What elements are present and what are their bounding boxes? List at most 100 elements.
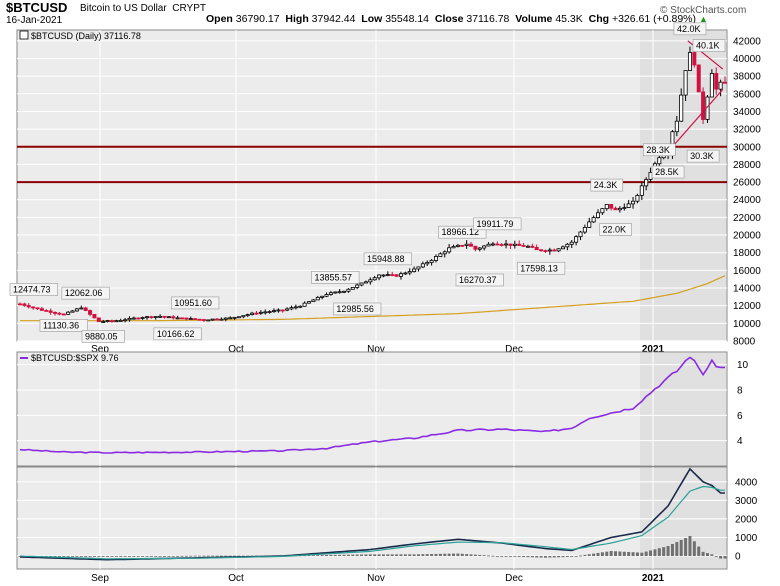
macd-histogram-bar — [176, 555, 180, 557]
candle-body — [333, 291, 338, 294]
annotation-box — [686, 149, 720, 163]
candle-body — [556, 248, 561, 252]
candle-body — [407, 271, 412, 274]
candle-body — [57, 312, 62, 315]
macd-histogram-bar — [631, 552, 635, 557]
macd-histogram-bar — [403, 554, 407, 557]
macd-histogram-bar — [110, 556, 114, 557]
candle-body — [96, 317, 101, 323]
candle-body — [438, 253, 443, 257]
macd-histogram-bar — [219, 555, 223, 557]
candle-body — [350, 286, 355, 290]
candle-body — [718, 81, 723, 90]
macd-histogram-bar — [666, 546, 670, 557]
candle-body — [219, 318, 224, 321]
trendline-lower — [672, 88, 724, 148]
candle-body — [569, 241, 574, 245]
candle-body — [201, 319, 206, 321]
candle-body — [311, 299, 316, 303]
candle-body — [385, 274, 390, 276]
macd-histogram-bar — [307, 555, 311, 557]
candle-body — [648, 172, 653, 180]
macd-histogram-bar — [75, 556, 79, 557]
price-annotation-label: 15948.88 — [367, 254, 405, 264]
price-annotation-label: 22.0K — [603, 224, 627, 234]
macd-histogram-bar — [618, 551, 622, 557]
macd-histogram-bar — [202, 555, 206, 557]
macd-histogram-bar — [679, 539, 683, 557]
ratio-panel-bg — [16, 351, 728, 467]
macd-histogram-bar — [184, 555, 188, 557]
candle-body — [210, 318, 215, 321]
candle-body — [622, 207, 627, 209]
macd-histogram-bar — [198, 555, 202, 557]
macd-histogram-bar — [653, 549, 657, 557]
symbol-description: Bitcoin to US Dollar CRYPT — [80, 3, 206, 14]
candle-body — [403, 272, 408, 275]
macd-histogram-bar — [88, 556, 92, 557]
price-annotation-label: 10951.60 — [174, 298, 212, 308]
annotation-box — [333, 302, 382, 316]
candle-body — [425, 262, 430, 265]
macd-tick-label: 1000 — [735, 533, 758, 544]
candle-body — [175, 317, 180, 320]
candle-body — [543, 250, 548, 252]
macd-histogram-bar — [508, 556, 512, 557]
candle-body — [307, 301, 312, 304]
macd-histogram-bar — [119, 556, 123, 557]
candle-body — [250, 312, 255, 315]
candle-body — [254, 312, 259, 315]
candle-body — [197, 318, 202, 321]
candle-body — [469, 243, 474, 247]
price-annotation-label: 9880.05 — [85, 331, 118, 341]
candle-body — [486, 243, 491, 247]
macd-histogram-bar — [360, 554, 364, 557]
candle-body — [127, 318, 132, 321]
candle-body — [504, 243, 509, 246]
candle-body — [276, 309, 281, 312]
macd-histogram-bar — [381, 554, 385, 557]
macd-histogram-bar — [180, 555, 184, 557]
macd-histogram-bar — [517, 556, 521, 557]
macd-histogram-bar — [543, 556, 547, 558]
candle-body — [394, 274, 399, 277]
candle-body — [53, 312, 58, 314]
candle-body — [285, 308, 290, 311]
candle-body — [166, 316, 171, 319]
candle-body — [289, 307, 294, 310]
candle-body — [359, 282, 364, 286]
macd-histogram-bar — [92, 556, 96, 557]
macd-histogram-bar — [495, 556, 499, 557]
macd-histogram-bar — [622, 551, 626, 557]
candle-body — [521, 245, 526, 247]
price-annotation-label: 12985.56 — [336, 304, 374, 314]
candle-body — [31, 306, 36, 309]
shaded-recent-region — [640, 353, 726, 465]
price-annotation-label: 13855.57 — [314, 272, 352, 282]
macd-histogram-bar — [565, 556, 569, 557]
candle-body — [451, 246, 456, 249]
candle-body — [398, 273, 403, 277]
candle-body — [429, 260, 434, 263]
candle-body — [639, 185, 644, 196]
macd-histogram-bar — [163, 556, 167, 557]
macd-histogram-bar — [504, 556, 508, 557]
candle-body — [377, 274, 382, 279]
candle-body — [223, 317, 228, 320]
candle-body — [92, 313, 97, 319]
candle-body — [184, 317, 189, 320]
candle-body — [674, 120, 679, 133]
macd-histogram-bar — [136, 556, 140, 557]
candle-body — [701, 91, 706, 120]
low-label: Low — [361, 13, 383, 25]
annotation-box — [599, 223, 632, 236]
candle-body — [609, 204, 614, 209]
ratio-legend-text: $BTCUSD:$SPX 9.76 — [31, 353, 119, 363]
candle-body — [61, 313, 66, 316]
macd-histogram-bar — [373, 554, 377, 557]
macd-histogram-bar — [657, 548, 661, 557]
macd-histogram-bar — [592, 553, 596, 557]
candle-body — [355, 284, 360, 288]
macd-histogram-bar — [705, 553, 709, 557]
